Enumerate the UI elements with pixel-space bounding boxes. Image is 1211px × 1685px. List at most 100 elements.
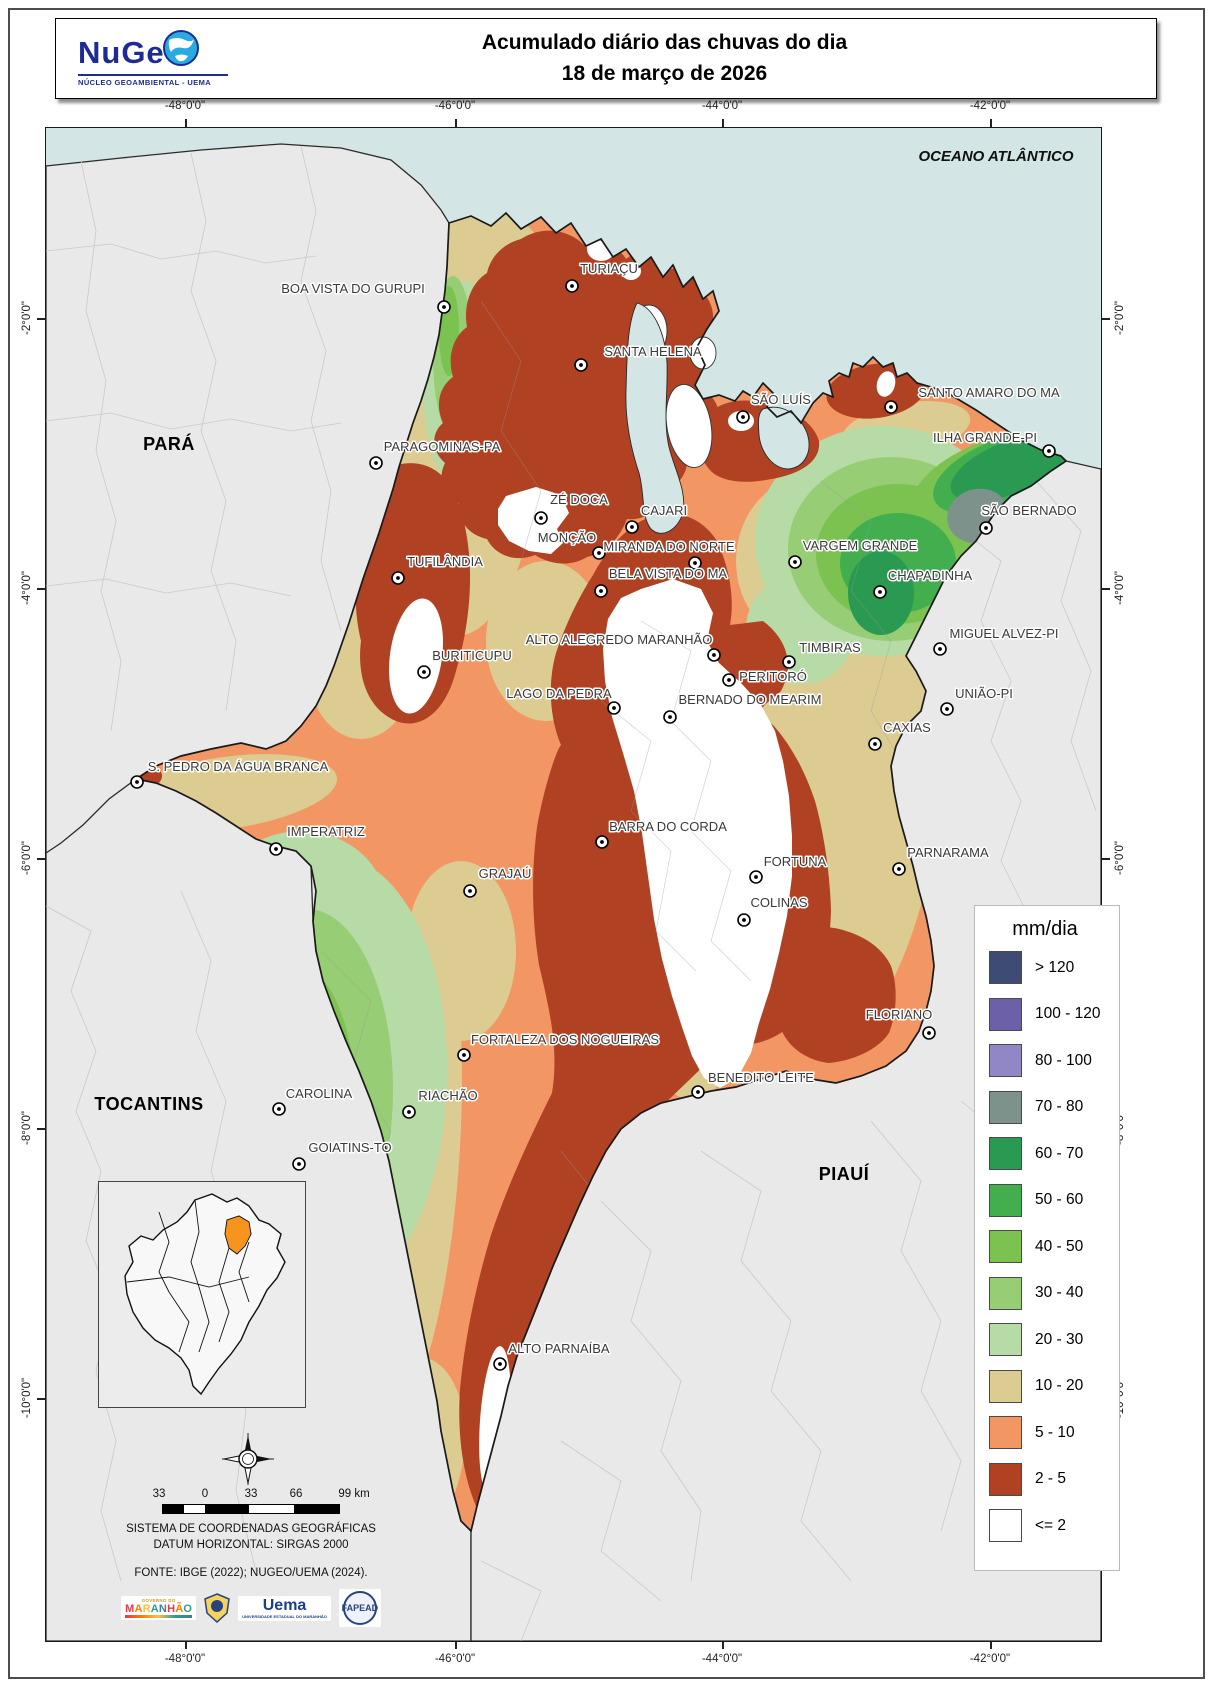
city-label: UNIÃO-PI	[955, 686, 1013, 701]
city-goiatins-to: GOIATINS-TO	[292, 1139, 393, 1171]
axis-tick	[37, 1128, 45, 1130]
city-label: TURIAÇU	[580, 261, 638, 276]
state-label-piauí: PIAUÍ	[819, 1163, 870, 1184]
legend-item: 50 - 60	[989, 1183, 1119, 1217]
map-canvas: PARÁ TOCANTINS PIAUÍ OCEANO ATLÂNTICO TURIA…	[45, 127, 1120, 1642]
axis-tick	[722, 119, 724, 127]
city-label: ALTO ALEGREDO MARANHÃO	[526, 632, 713, 647]
city-marker-dot	[442, 305, 446, 309]
city-parnarama: PARNARAMA	[892, 844, 991, 876]
axis-top-label: -46°0'0"	[434, 100, 476, 112]
city-marker-dot	[984, 526, 988, 530]
city-timbiras: TIMBIRAS	[782, 639, 863, 669]
legend-item: 70 - 80	[989, 1090, 1119, 1124]
ocean-label: OCEANO ATLÂNTICO	[919, 147, 1074, 165]
axis-left-label: -6°0'0"	[21, 841, 33, 875]
axis-right-label: -4°0'0"	[1114, 571, 1126, 605]
legend-label: > 120	[1035, 958, 1075, 976]
city-alto-alegredo-maranh-o: ALTO ALEGREDO MARANHÃO	[524, 631, 721, 662]
city-graja-: GRAJAÚ	[463, 865, 533, 898]
legend-swatch	[989, 1230, 1022, 1263]
labels-layer: PARÁ TOCANTINS PIAUÍ OCEANO ATLÂNTICO	[93, 147, 1074, 1186]
city-marker-dot	[277, 1107, 281, 1111]
axis-tick	[1102, 588, 1110, 590]
city-buriticupu: BURITICUPU	[417, 647, 513, 679]
city-label: PARAGOMINAS-PA	[384, 439, 501, 454]
city-label: GRAJAÚ	[479, 866, 532, 881]
legend-item: <= 2	[989, 1509, 1119, 1542]
city-label: BARRA DO CORDA	[609, 819, 727, 834]
legend-label: 5 - 10	[1035, 1423, 1075, 1441]
city-label: RIACHÃO	[418, 1088, 477, 1103]
legend-item: 10 - 20	[989, 1369, 1119, 1403]
city-label: BERNADO DO MEARIM	[678, 692, 821, 707]
city-marker-dot	[407, 1110, 411, 1114]
city-label: CAROLINA	[286, 1086, 353, 1101]
city-fortuna: FORTUNA	[749, 853, 828, 884]
rainfall-map: PARÁ TOCANTINS PIAUÍ OCEANO ATLÂNTICO TURIA…	[46, 128, 1101, 1641]
city-marker-dot	[742, 918, 746, 922]
city-marker-dot	[712, 653, 716, 657]
city-bela-vista-do-ma: BELA VISTA DO MA	[594, 565, 729, 598]
crs-line1: SISTEMA DE COORDENADAS GEOGRÁFICAS	[126, 1523, 376, 1535]
axis-left-label: -2°0'0"	[21, 301, 33, 335]
city-label: COLINAS	[750, 895, 807, 910]
city-marker-dot	[274, 847, 278, 851]
globe-icon	[162, 30, 199, 67]
city-marker-dot	[873, 742, 877, 746]
city-marker-dot	[498, 1362, 502, 1366]
governo-maranhao-logo: GOVERNO DO MARANHÃO	[121, 1596, 197, 1621]
logos-row: GOVERNO DO MARANHÃO Uema UNIVERSIDADE ES…	[106, 1589, 396, 1628]
city-marker-dot	[897, 867, 901, 871]
axis-tick	[455, 119, 457, 127]
state-label-tocantins: TOCANTINS	[94, 1094, 203, 1114]
scalebar-block: 33 0 33 66 99 km SISTEMA DE COORDENADAS GEOG…	[106, 1488, 396, 1628]
scale-tick-label: 0	[201, 1488, 209, 1500]
legend-title: mm/dia	[1012, 918, 1078, 940]
city-label: ILHA GRANDE-PI	[933, 430, 1037, 445]
city-marker-dot	[696, 1090, 700, 1094]
city-s-o-bernado: SÃO BERNADO	[979, 502, 1078, 535]
axis-tick	[37, 588, 45, 590]
legend-item: 20 - 30	[989, 1323, 1119, 1356]
scale-tick-label: 66	[289, 1488, 303, 1500]
city-miranda-do-norte: MIRANDA DO NORTE	[602, 538, 736, 570]
city-marker-dot	[787, 660, 791, 664]
legend-item: 5 - 10	[989, 1416, 1119, 1449]
city-label: VARGEM GRANDE	[803, 538, 918, 553]
city-label: S. PEDRO DA ÁGUA BRANCA	[148, 759, 329, 774]
legend-label: 20 - 30	[1035, 1330, 1084, 1348]
axis-tick	[37, 858, 45, 860]
city-alto-parna-ba: ALTO PARNAÍBA	[493, 1340, 611, 1371]
city-carolina: CAROLINA	[272, 1085, 354, 1116]
city-imperatriz: IMPERATRIZ	[269, 823, 366, 856]
axis-right-label: -2°0'0"	[1114, 301, 1126, 335]
city-boa-vista-do-gurupi: BOA VISTA DO GURUPI	[280, 280, 451, 314]
city-label: SÃO LUÍS	[751, 392, 811, 407]
legend-item: 40 - 50	[989, 1230, 1119, 1263]
axis-bottom-label: -42°0'0"	[969, 1653, 1011, 1665]
legend-label: 2 - 5	[1035, 1470, 1067, 1487]
city-label: CHAPADINHA	[888, 568, 973, 583]
legend-swatch	[989, 1183, 1022, 1217]
bays	[625, 302, 810, 534]
axis-top-label: -42°0'0"	[969, 100, 1011, 112]
scale-tick-label: 33	[244, 1488, 258, 1500]
axis-tick	[185, 1641, 187, 1649]
crs-line2: DATUM HORIZONTAL: SIRGAS 2000	[153, 1538, 349, 1551]
axis-top-label: -44°0'0"	[701, 100, 743, 112]
legend-swatch	[989, 1276, 1022, 1310]
city-marker-dot	[396, 576, 400, 580]
axis-left-label: -10°0'0"	[21, 1377, 33, 1419]
axis-bottom-label: -48°0'0"	[164, 1653, 206, 1665]
city-label: BURITICUPU	[432, 648, 511, 663]
legend-swatch	[989, 1323, 1022, 1356]
axis-tick	[1102, 318, 1110, 320]
page-frame	[8, 8, 1205, 1679]
axis-bottom-label: -44°0'0"	[701, 1653, 743, 1665]
city-marker-dot	[297, 1162, 301, 1166]
legend-swatch	[989, 1369, 1022, 1403]
header: NuGe NÚCLEO GEOAMBIENTAL - UEMA Acumulad…	[55, 18, 1157, 99]
city-cajari: CAJARI	[625, 502, 689, 534]
